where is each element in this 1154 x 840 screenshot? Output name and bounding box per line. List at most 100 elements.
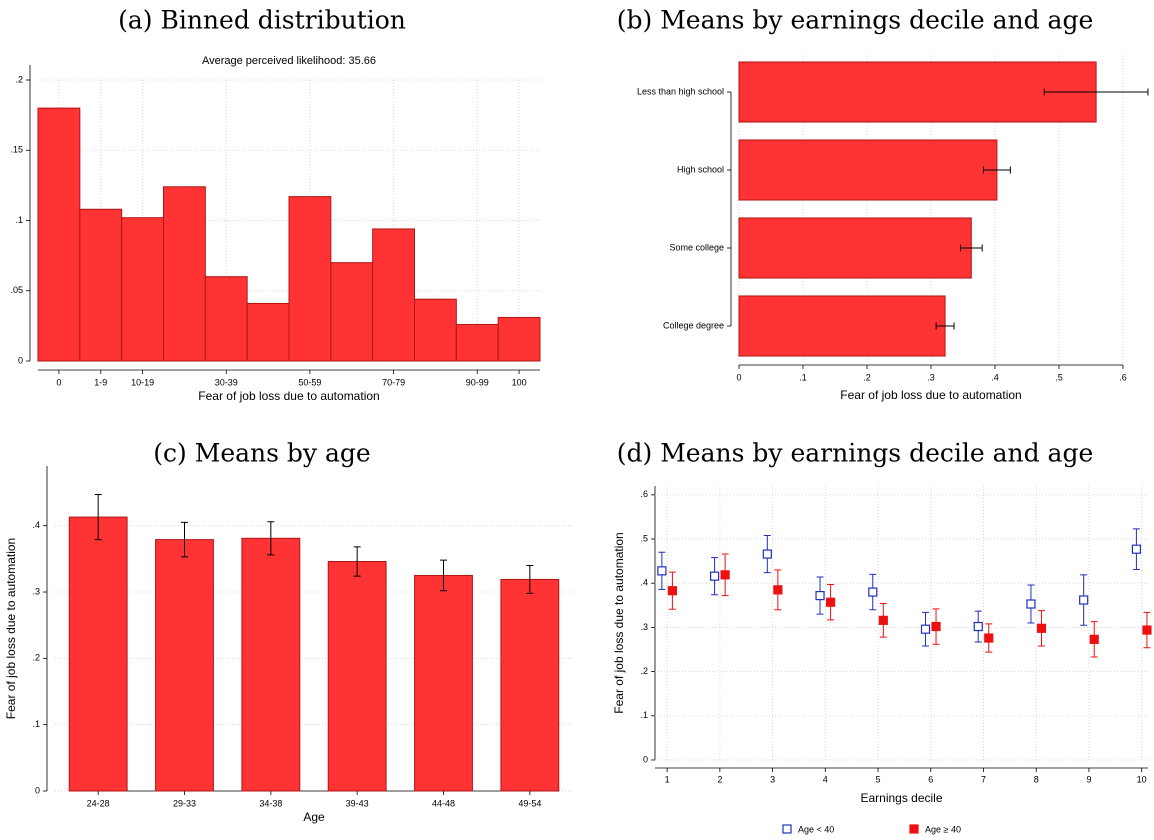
x-tick-label: 39-43	[346, 798, 369, 808]
x-tick-label: .1	[799, 372, 807, 382]
bar	[155, 539, 214, 792]
bar	[738, 295, 946, 357]
error-bar	[181, 521, 188, 558]
y-tick-label: .1	[640, 710, 648, 720]
legend-marker	[782, 824, 792, 834]
point	[825, 597, 836, 607]
y-tick-label: .2	[32, 653, 40, 663]
point	[1142, 625, 1152, 635]
bar	[500, 578, 560, 792]
x-tick-label: 70-79	[382, 377, 405, 387]
x-tick-label: 1	[665, 774, 670, 784]
y-tick-label: .05	[10, 285, 23, 295]
error-bar	[267, 521, 275, 556]
bar	[497, 316, 541, 362]
y-tick-label: .3	[640, 622, 648, 632]
x-tick-label: .5	[1055, 372, 1063, 382]
point	[1131, 544, 1142, 554]
point	[667, 586, 678, 596]
y-tick-label: .4	[640, 578, 648, 588]
point	[973, 621, 983, 632]
error-bar	[982, 166, 1011, 174]
x-tick-label: 29-33	[173, 798, 196, 808]
point	[657, 566, 667, 576]
bar	[246, 302, 290, 362]
point	[815, 590, 825, 601]
bar	[414, 574, 473, 792]
x-tick-label: 24-28	[87, 798, 110, 808]
point	[720, 570, 730, 580]
bar	[738, 217, 972, 279]
y-tick-label: .4	[32, 520, 40, 530]
y-tick-label: 0	[643, 754, 648, 764]
x-tick-label: 5	[876, 774, 881, 784]
point	[868, 587, 878, 597]
bar	[204, 276, 248, 362]
x-axis-title: Fear of job loss due to automation	[840, 388, 1021, 402]
x-tick-label: 0	[736, 372, 741, 382]
x-axis-title: Earnings decile	[860, 791, 942, 805]
x-tick-label: 1-9	[94, 377, 107, 387]
y-tick-label: Some college	[669, 242, 724, 252]
x-tick-label: 10-19	[131, 377, 154, 387]
panel-title: (d) Means by earnings decile and age	[617, 439, 1094, 468]
point	[709, 571, 720, 581]
error-bar	[935, 322, 955, 330]
point	[1036, 623, 1047, 633]
error-bar	[1043, 88, 1149, 96]
bar	[121, 217, 164, 362]
point	[1079, 595, 1089, 605]
x-tick-label: 100	[512, 377, 527, 387]
y-tick-label: College degree	[663, 320, 724, 330]
legend-marker	[909, 824, 919, 834]
bar	[414, 298, 457, 362]
y-tick-label: .6	[640, 489, 648, 499]
point	[762, 549, 772, 559]
point	[1089, 634, 1099, 644]
bar	[79, 208, 123, 362]
bar	[738, 139, 998, 201]
y-tick-label: High school	[677, 164, 724, 174]
y-tick-label: .5	[640, 533, 648, 543]
legend-label: Age ≥ 40	[925, 824, 961, 834]
error-bar	[526, 564, 534, 594]
x-tick-label: 2	[717, 774, 722, 784]
y-tick-label: .1	[32, 719, 40, 729]
y-axis-title: Fear of job loss due to automation	[4, 538, 18, 719]
panel-title: (a) Binned distribution	[118, 6, 406, 35]
x-axis-title: Fear of job loss due to automation	[198, 389, 379, 403]
y-tick-label: .3	[32, 586, 40, 596]
error-bar	[353, 546, 361, 577]
point	[984, 633, 994, 643]
bar	[37, 107, 81, 362]
panel-title: (b) Means by earnings decile and age	[617, 6, 1094, 35]
y-tick-label: Less than high school	[637, 86, 724, 96]
x-tick-label: 8	[1034, 774, 1039, 784]
point	[1026, 599, 1036, 609]
panel-title: (c) Means by age	[153, 439, 370, 468]
bar	[372, 228, 415, 362]
x-tick-label: 50-59	[298, 377, 321, 387]
x-tick-label: 49-54	[518, 798, 541, 808]
x-tick-label: 10	[1137, 774, 1147, 784]
error-bar	[94, 494, 102, 541]
y-tick-label: .15	[10, 145, 23, 155]
y-axis-title: Fear of job loss due to automation	[612, 532, 626, 713]
x-tick-label: 34-38	[259, 798, 282, 808]
x-tick-label: 9	[1086, 774, 1091, 784]
x-tick-label: 30-39	[215, 377, 238, 387]
point	[931, 621, 941, 632]
x-tick-label: 6	[928, 774, 933, 784]
x-tick-label: 3	[770, 774, 775, 784]
y-tick-label: .2	[15, 74, 23, 84]
error-bar	[440, 559, 447, 592]
legend-label: Age < 40	[798, 824, 834, 834]
x-tick-label: .4	[991, 372, 999, 382]
x-tick-label: 0	[56, 377, 61, 387]
subtitle: Average perceived likelihood: 35.66	[202, 55, 376, 67]
x-tick-label: 4	[823, 774, 828, 784]
x-tick-label: .3	[927, 372, 935, 382]
bar	[68, 516, 128, 792]
bar	[163, 186, 206, 362]
